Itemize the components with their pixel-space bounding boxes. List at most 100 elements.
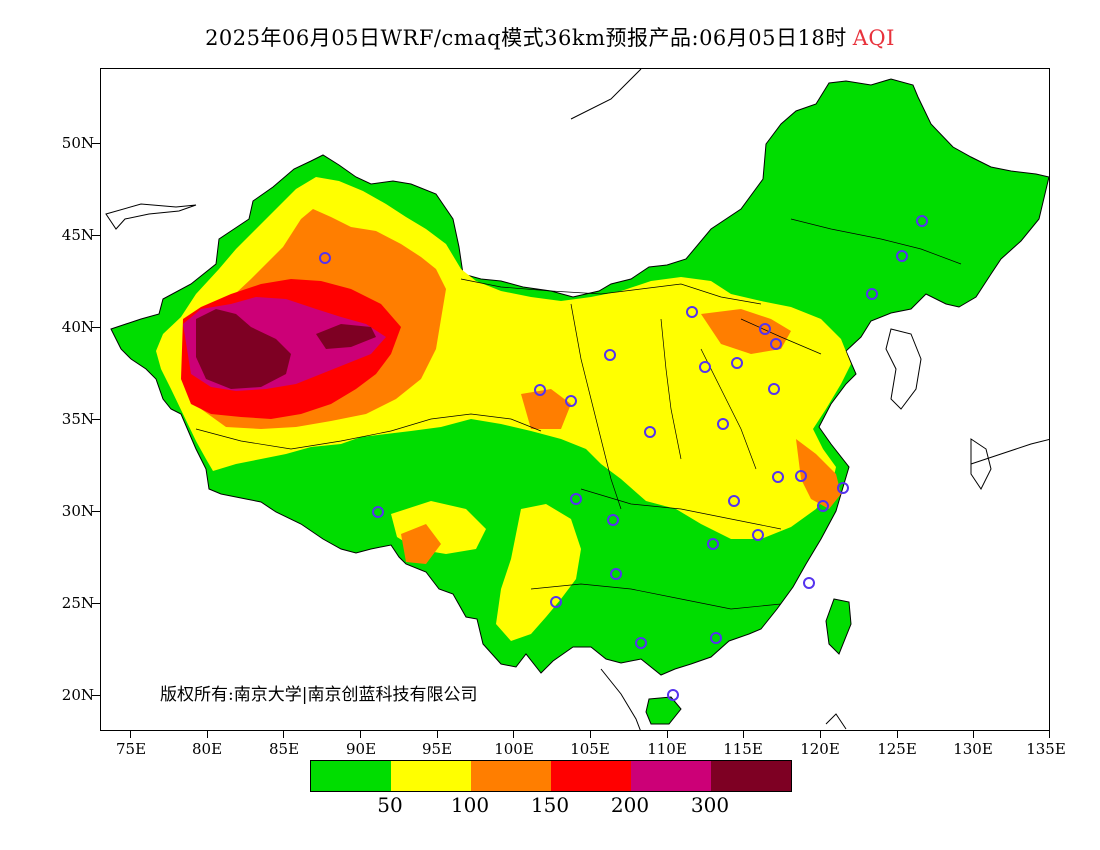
lon-label-90e: 90E [345,740,377,758]
boundary-henan [700,348,757,470]
legend-swatch-1 [391,761,471,791]
map-frame [100,68,1050,731]
boundary-shaanxi [660,318,682,460]
boundary-qinghai [390,413,542,432]
coastline-lake [105,203,197,230]
coastline-philippines [825,713,847,730]
legend-swatch-3 [551,761,631,791]
station-marker [768,383,780,395]
lon-label-105e: 105E [570,740,610,758]
lat-tick [92,235,100,236]
lat-label-25n: 25N [61,594,94,612]
station-marker [644,426,656,438]
lon-tick [897,731,898,738]
station-marker [803,577,815,589]
lon-tick [513,731,514,738]
station-marker [772,471,784,483]
aqi-orange-center [521,389,571,429]
lon-label-85e: 85E [268,740,300,758]
lat-label-40n: 40N [61,318,94,336]
station-marker [752,529,764,541]
lon-tick [130,731,131,738]
lon-label-110e: 110E [647,740,687,758]
aqi-yellow-south [496,504,581,641]
boundary-xinjiang-tibet [195,428,392,450]
aqi-orange-north [701,309,791,354]
lon-tick [667,731,668,738]
coastline-vietnam [600,668,641,730]
hainan [645,696,682,725]
station-marker [635,637,647,649]
lat-tick [92,511,100,512]
legend-label-300: 300 [690,793,730,817]
station-marker [710,632,722,644]
lon-label-115e: 115E [723,740,763,758]
station-marker [837,482,849,494]
legend-swatch-5 [711,761,791,791]
station-marker [534,384,546,396]
lon-label-100e: 100E [494,740,534,758]
station-marker [717,418,729,430]
coastline-japan [970,438,1049,465]
station-marker [707,538,719,550]
lon-label-95e: 95E [421,740,453,758]
boundary-northeast [790,218,962,265]
station-marker [866,288,878,300]
station-marker [795,470,807,482]
station-marker [686,306,698,318]
legend-swatch-0 [311,761,391,791]
lon-label-80e: 80E [191,740,223,758]
station-marker [728,495,740,507]
lon-label-135e: 135E [1026,740,1066,758]
coastline-japan-south [970,438,992,490]
station-marker [550,596,562,608]
lat-label-50n: 50N [61,134,94,152]
station-marker [604,349,616,361]
lat-label-45n: 45N [61,226,94,244]
lon-tick [360,731,361,738]
title-variable: AQI [852,26,895,50]
lon-tick [1049,731,1050,738]
boundary-shandong [740,318,822,355]
lon-label-125e: 125E [877,740,917,758]
lat-tick [92,143,100,144]
aqi-orange-tibet-south [401,524,441,564]
boundary-yangtze [580,488,782,530]
boundary-center [570,303,622,510]
lon-tick [437,731,438,738]
legend-label-50: 50 [377,793,403,817]
station-marker [610,568,622,580]
lat-tick [92,419,100,420]
lat-label-35n: 35N [61,410,94,428]
aqi-maroon-east [316,324,376,349]
station-marker [916,215,928,227]
coastline-korea [885,328,922,410]
station-marker [731,357,743,369]
station-marker [667,689,679,701]
lat-tick [92,603,100,604]
lon-label-120e: 120E [800,740,840,758]
station-marker [896,250,908,262]
lon-tick [743,731,744,738]
station-marker [570,493,582,505]
lon-label-75e: 75E [115,740,147,758]
legend-label-200: 200 [610,793,650,817]
lat-label-30n: 30N [61,502,94,520]
boundary-south [530,583,782,610]
lat-tick [92,327,100,328]
aqi-maroon [196,309,291,389]
lat-label-20n: 20N [61,686,94,704]
station-marker [759,323,771,335]
legend-swatch-4 [631,761,711,791]
taiwan [825,598,852,655]
station-marker [565,395,577,407]
station-marker [607,514,619,526]
legend-swatch-2 [471,761,551,791]
lat-tick [92,695,100,696]
station-marker [770,338,782,350]
aqi-map [105,69,1049,730]
station-marker [699,361,711,373]
station-marker [817,500,829,512]
boundary-inner-mongolia [460,278,762,305]
legend-label-150: 150 [530,793,570,817]
